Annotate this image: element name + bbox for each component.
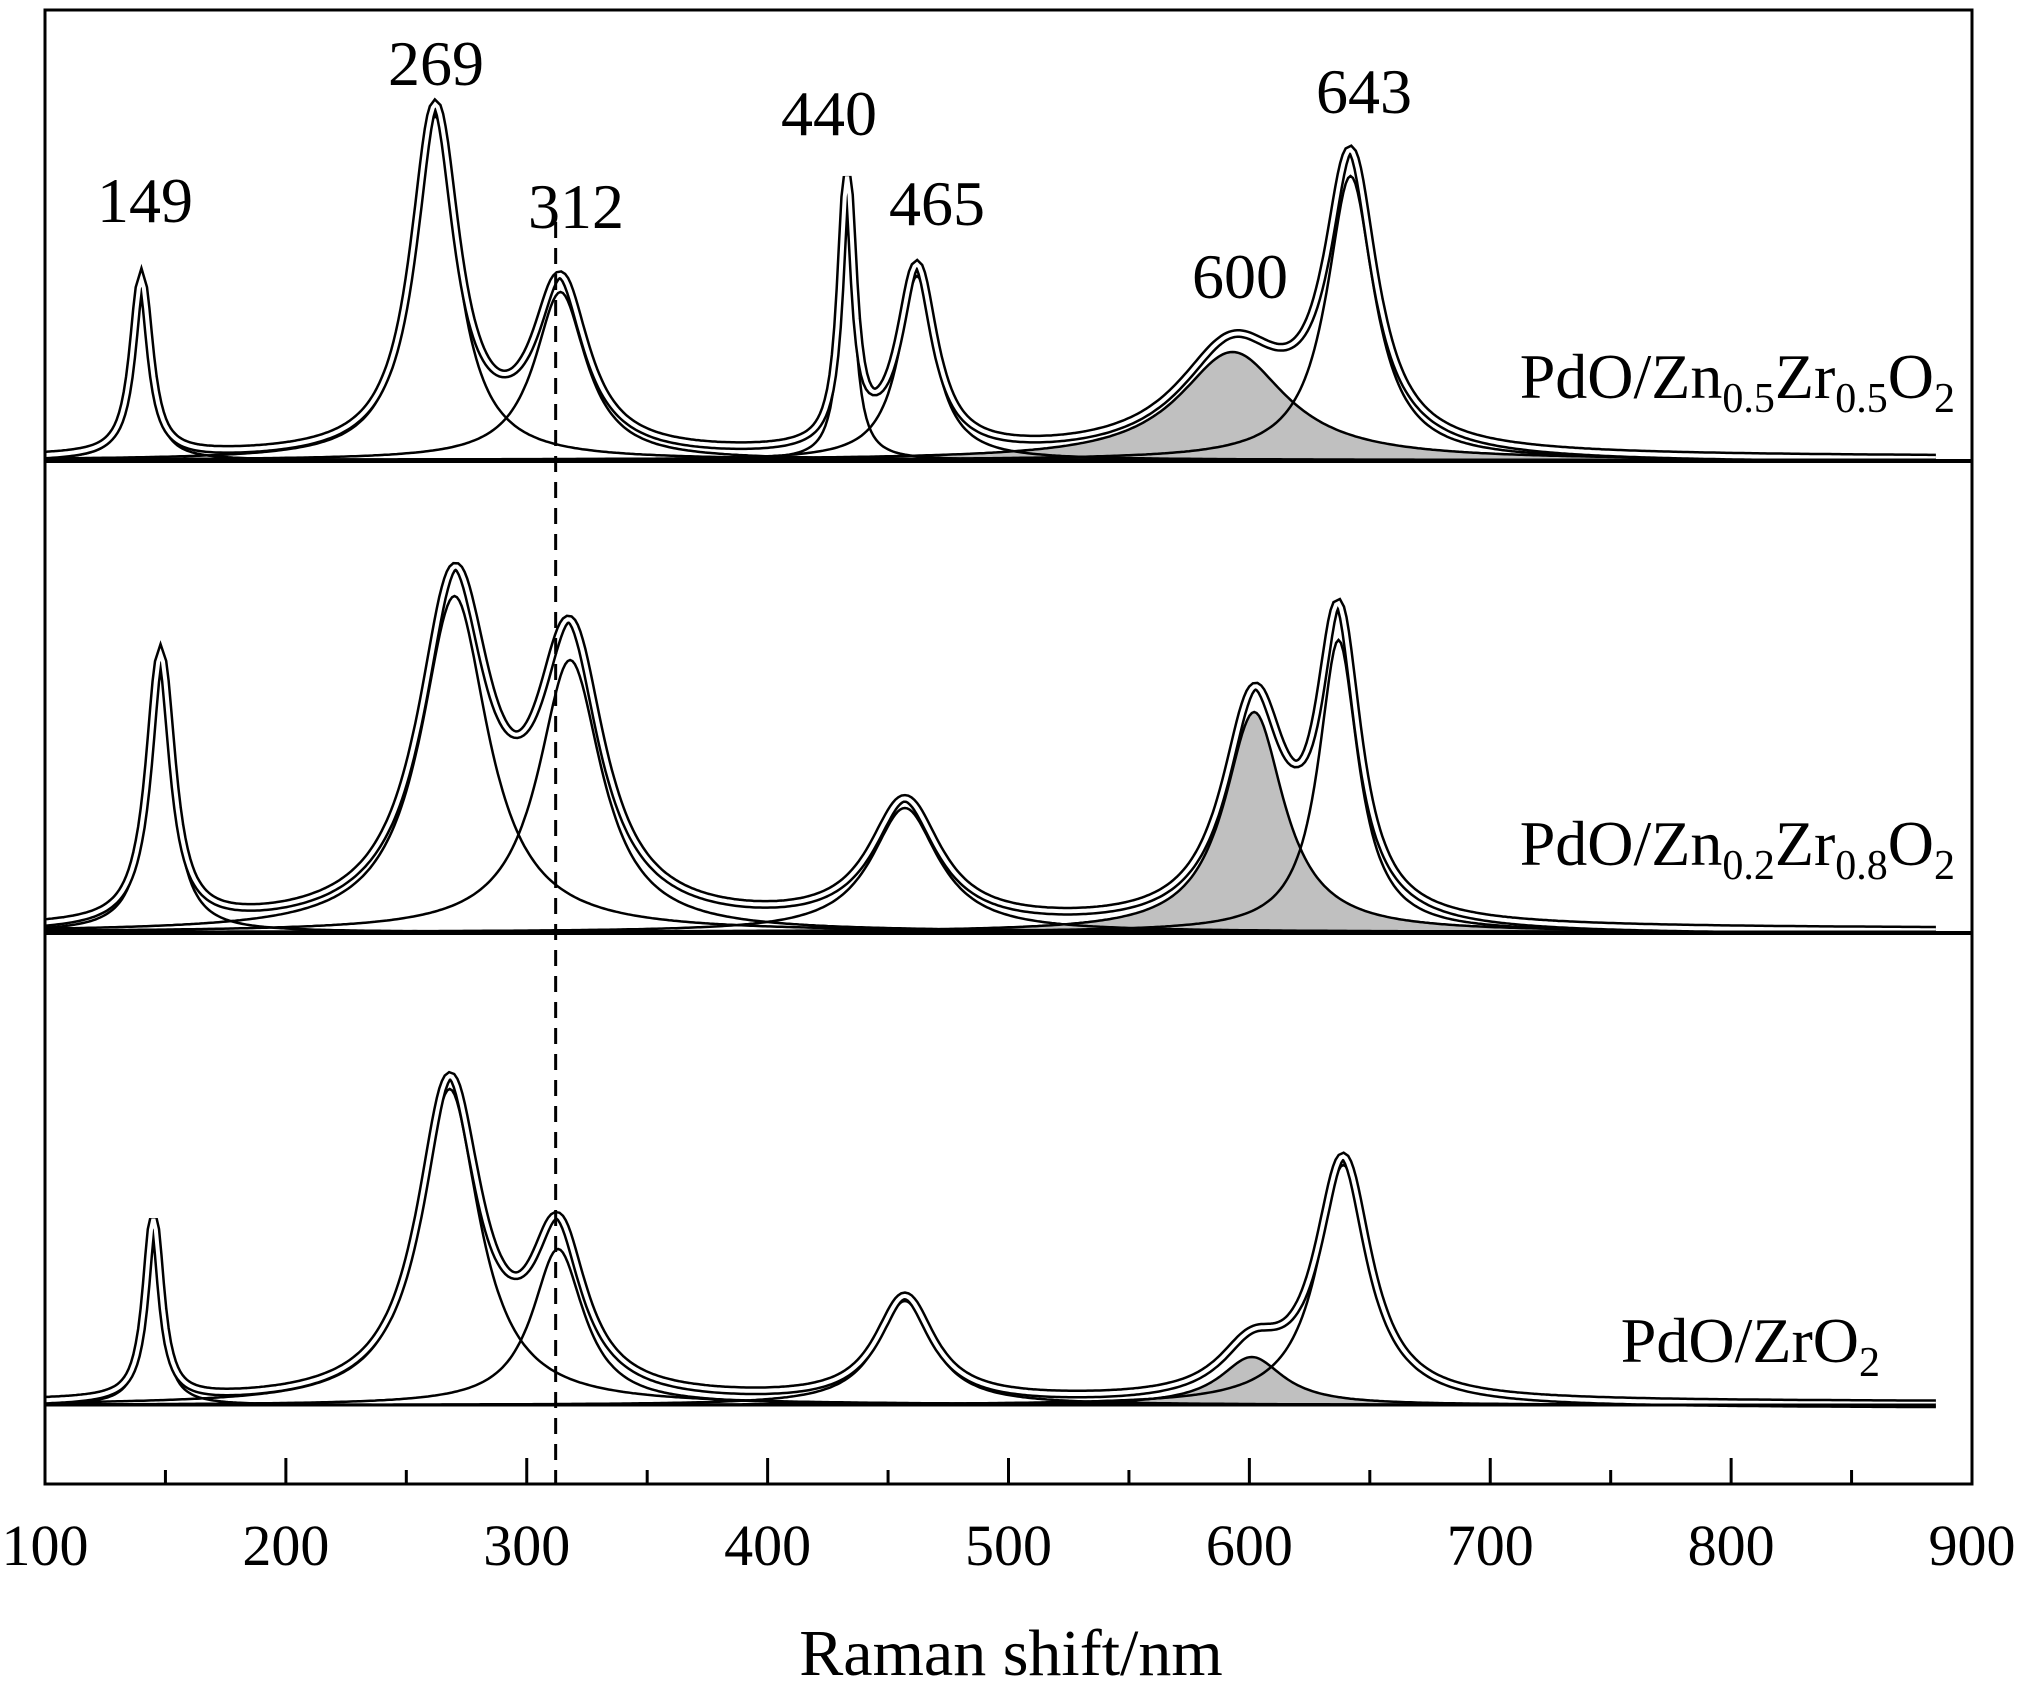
peak-label-600: 600 (1192, 241, 1288, 312)
peak-label-465: 465 (889, 168, 985, 239)
component-zn05-642 (45, 174, 1936, 462)
peak-label-440: 440 (781, 78, 877, 149)
x-tick-label-100: 100 (2, 1513, 89, 1578)
peak-label-149: 149 (97, 165, 193, 236)
peak-label-312: 312 (528, 171, 624, 242)
label-subscript: 0.5 (1722, 376, 1775, 422)
x-axis-title: Raman shift/nm (799, 1617, 1222, 1690)
sample-label-zro2: PdO/ZrO2 (1621, 1305, 1880, 1386)
label-text: O (1888, 341, 1934, 412)
component-zn05-433 (45, 199, 1936, 462)
x-axis: 100 200 300 400 500 600 700 800 900 (2, 1458, 2016, 1578)
label-text: O (1888, 808, 1934, 879)
label-text: PdO/ZrO (1621, 1305, 1859, 1376)
x-tick-label-200: 200 (242, 1513, 329, 1578)
label-subscript: 0.2 (1722, 843, 1775, 889)
envelope-inner-zn02 (44, 564, 1936, 933)
sample-label-zn02: PdO/Zn0.2Zr0.8O2 (1520, 808, 1955, 889)
x-tick-label-500: 500 (965, 1513, 1052, 1578)
label-subscript: 2 (1934, 843, 1955, 889)
x-tick-label-600: 600 (1206, 1513, 1293, 1578)
label-text: Zr (1775, 341, 1835, 412)
envelope-inner-zro2 (44, 1073, 1936, 1406)
label-text: Zr (1775, 808, 1835, 879)
peak-label-643: 643 (1316, 56, 1412, 127)
label-text: PdO/Zn (1520, 808, 1723, 879)
spectra-panels (44, 97, 1936, 1409)
frame-border (43, 8, 1974, 1486)
x-tick-label-900: 900 (1929, 1513, 2016, 1578)
sample-label-zn05: PdO/Zn0.5Zr0.5O2 (1520, 341, 1955, 422)
label-subscript: 0.5 (1835, 376, 1888, 422)
panel-zro2 (44, 1070, 1936, 1409)
plot-frame (43, 8, 1974, 1486)
envelope-inner-zn05 (44, 101, 1936, 461)
x-tick-label-700: 700 (1447, 1513, 1534, 1578)
x-tick-label-400: 400 (724, 1513, 811, 1578)
x-tick-label-300: 300 (483, 1513, 570, 1578)
label-subscript: 2 (1859, 1340, 1880, 1386)
component-zn02-270 (44, 594, 1936, 933)
peak-label-269: 269 (388, 28, 484, 99)
label-subscript: 2 (1934, 376, 1955, 422)
label-text: PdO/Zn (1520, 341, 1723, 412)
x-tick-label-800: 800 (1688, 1513, 1775, 1578)
label-subscript: 0.8 (1835, 843, 1888, 889)
